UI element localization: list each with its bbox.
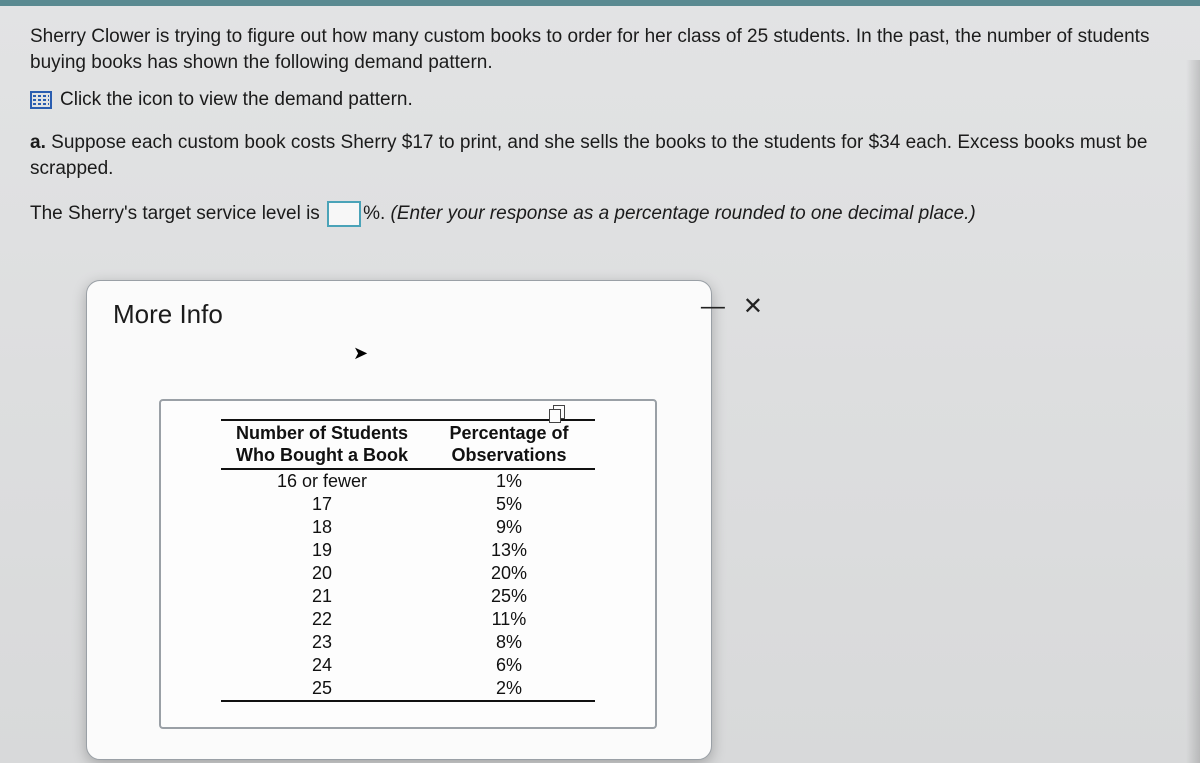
cell: 25: [221, 677, 423, 701]
table-row: 2020%: [221, 562, 595, 585]
col2-header-line2: Observations: [451, 445, 566, 465]
demand-table-body: 16 or fewer1% 175% 189% 1913% 2020% 2125…: [221, 469, 595, 701]
answer-hint: (Enter your response as a percentage rou…: [391, 203, 976, 224]
table-row: 2211%: [221, 608, 595, 631]
table-icon: [30, 91, 52, 109]
cell: 1%: [423, 469, 595, 493]
service-level-input[interactable]: [327, 201, 361, 227]
cell: 21: [221, 585, 423, 608]
page-right-shadow: [1186, 60, 1200, 763]
cell: 9%: [423, 516, 595, 539]
part-a: a. Suppose each custom book costs Sherry…: [30, 130, 1170, 181]
table-row: 1913%: [221, 539, 595, 562]
table-row: 175%: [221, 493, 595, 516]
col1-header: Number of Students Who Bought a Book: [221, 420, 423, 469]
popup-title: More Info: [113, 299, 223, 330]
page-root: Sherry Clower is trying to figure out ho…: [0, 0, 1200, 763]
cell: 24: [221, 654, 423, 677]
popup-window-controls: — ✕: [701, 295, 763, 319]
cell: 17: [221, 493, 423, 516]
close-button[interactable]: ✕: [743, 295, 763, 319]
popup-header: More Info: [87, 281, 711, 330]
demand-table: Number of Students Who Bought a Book Per…: [221, 419, 595, 702]
table-row: 16 or fewer1%: [221, 469, 595, 493]
part-a-text: Suppose each custom book costs Sherry $1…: [30, 132, 1147, 179]
cell: 18: [221, 516, 423, 539]
part-a-label: a.: [30, 132, 46, 153]
cell: 8%: [423, 631, 595, 654]
cell: 6%: [423, 654, 595, 677]
cell: 11%: [423, 608, 595, 631]
demand-table-container: Number of Students Who Bought a Book Per…: [159, 399, 657, 729]
cell: 20: [221, 562, 423, 585]
col1-header-line2: Who Bought a Book: [236, 445, 408, 465]
cell: 2%: [423, 677, 595, 701]
cell: 20%: [423, 562, 595, 585]
cell: 25%: [423, 585, 595, 608]
table-row: 189%: [221, 516, 595, 539]
col2-header-line1: Percentage of: [449, 423, 568, 443]
cell: 13%: [423, 539, 595, 562]
table-row: 2125%: [221, 585, 595, 608]
table-row: 246%: [221, 654, 595, 677]
demand-pattern-link[interactable]: Click the icon to view the demand patter…: [30, 89, 1170, 111]
cursor-icon: ➤: [353, 343, 368, 364]
answer-unit: %.: [363, 203, 385, 224]
minimize-button[interactable]: —: [701, 295, 725, 319]
answer-prefix: The Sherry's target service level is: [30, 203, 320, 224]
col1-header-line1: Number of Students: [236, 423, 408, 443]
cell: 16 or fewer: [221, 469, 423, 493]
cell: 23: [221, 631, 423, 654]
problem-intro: Sherry Clower is trying to figure out ho…: [30, 24, 1170, 75]
cell: 5%: [423, 493, 595, 516]
table-row: 252%: [221, 677, 595, 701]
answer-line: The Sherry's target service level is %. …: [30, 201, 1170, 227]
page-top-border: [0, 0, 1200, 6]
table-row: 238%: [221, 631, 595, 654]
copy-icon[interactable]: [549, 405, 567, 423]
cell: 19: [221, 539, 423, 562]
demand-pattern-link-text: Click the icon to view the demand patter…: [60, 89, 413, 111]
cell: 22: [221, 608, 423, 631]
more-info-popup: More Info — ✕ ➤ Number of Students Who B…: [86, 280, 712, 760]
col2-header: Percentage of Observations: [423, 420, 595, 469]
